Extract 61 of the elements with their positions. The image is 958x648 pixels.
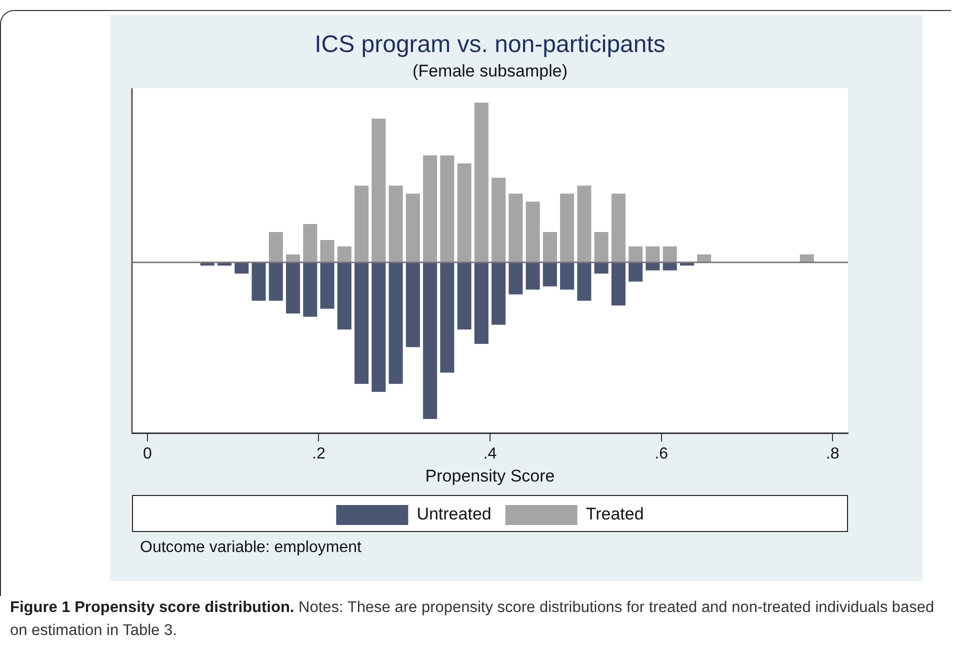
bar (320, 240, 334, 262)
chart-subtitle: (Female subsample) (412, 62, 568, 81)
legend-label: Untreated (416, 504, 492, 524)
bar (354, 262, 369, 384)
bar (252, 262, 266, 301)
x-tick-label: 0 (142, 445, 152, 462)
bar (320, 262, 334, 309)
bar (646, 262, 660, 270)
bar (577, 186, 592, 262)
bar (594, 262, 608, 274)
bar (492, 178, 506, 262)
bar (560, 194, 574, 262)
bar (542, 232, 557, 262)
caption: Figure 1 Propensity score distribution. (10, 599, 294, 616)
legend-label: Treated (586, 504, 644, 524)
bar (388, 186, 403, 262)
bar (628, 246, 643, 262)
bar (594, 232, 608, 262)
bar (560, 262, 574, 290)
chart-title: ICS program vs. non-participants (314, 31, 666, 58)
bar (662, 262, 677, 270)
bar (508, 262, 523, 294)
bar (372, 262, 386, 392)
bar (474, 102, 488, 262)
bar (388, 262, 403, 384)
bar (542, 262, 557, 286)
x-tick-label: .4 (483, 445, 497, 462)
bar (354, 186, 369, 262)
bar (492, 262, 506, 325)
bar (662, 246, 677, 262)
bar (286, 262, 300, 314)
bar (440, 262, 454, 373)
x-axis-title: Propensity Score (425, 466, 555, 486)
bar (611, 262, 626, 306)
x-tick-label: .2 (312, 445, 326, 462)
text: Outcome variable: employment (140, 539, 362, 557)
bar (628, 262, 643, 282)
bar (526, 202, 540, 262)
bar (337, 246, 352, 262)
bar (457, 163, 472, 262)
bar (646, 246, 660, 262)
bar (337, 262, 352, 330)
bar (440, 155, 454, 262)
bar (372, 118, 386, 262)
bar (268, 232, 283, 262)
bar (268, 262, 283, 301)
bar (508, 194, 523, 262)
bar (577, 262, 592, 301)
bar (474, 262, 488, 344)
bar (234, 262, 249, 274)
x-tick-label: .8 (826, 445, 840, 462)
bar (406, 262, 420, 348)
bar (423, 155, 438, 262)
bar (611, 194, 626, 262)
bar (526, 262, 540, 290)
bar (303, 262, 318, 317)
bar (303, 224, 318, 262)
x-tick-label: .6 (654, 445, 668, 462)
bar (423, 262, 438, 420)
bar (406, 194, 420, 262)
bar (457, 262, 472, 330)
